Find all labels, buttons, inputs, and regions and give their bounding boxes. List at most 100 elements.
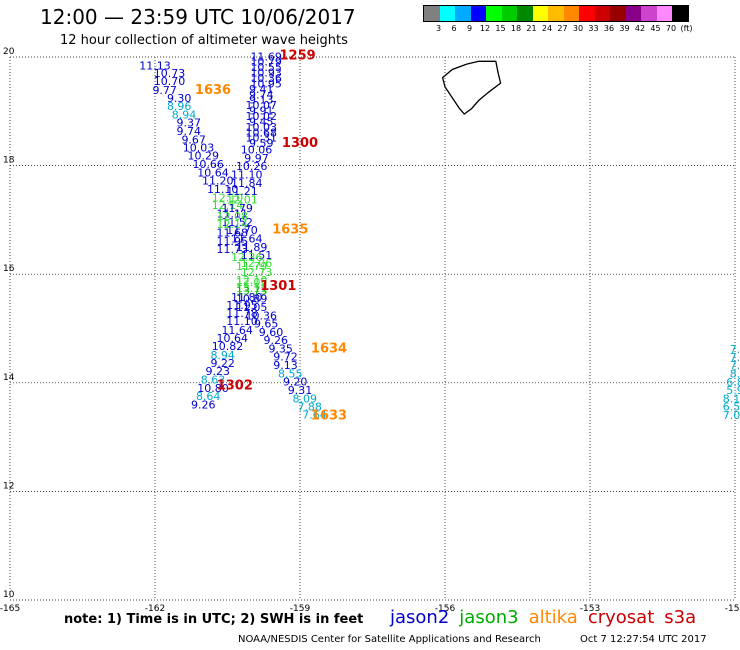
wave-height-value: 9.30 (167, 92, 192, 105)
wave-height-value: 10.95 (250, 77, 282, 90)
satellite-cryosat: cryosat (587, 607, 655, 628)
wave-height-value: 9.74 (249, 88, 274, 101)
time-labels: 1259 1636 1300 1635 1301 1634 1302 1633 (195, 49, 347, 424)
wave-height-value: 11.84 (231, 177, 263, 190)
wave-height-value: 12.06 (241, 257, 273, 270)
wave-height-value: 11.80 (231, 291, 263, 304)
pass-time-label: 1259 (280, 49, 316, 64)
wave-height-value: 13.11 (236, 282, 268, 295)
wave-height-value: 12.14 (212, 199, 244, 212)
footer-timestamp: Oct 7 12:27:54 UTC 2017 (580, 634, 707, 645)
legend-swatch (486, 6, 502, 21)
wave-height-value: 9.22 (210, 357, 235, 370)
wave-height-value: 9.60 (259, 326, 284, 339)
wave-height-value: 10.80 (197, 382, 229, 395)
satellite-legend: jason2 jason3 altika cryosat s3a (390, 607, 706, 628)
wave-height-value: 9.91 (249, 105, 274, 118)
wave-height-value: 6.8 (726, 376, 740, 389)
legend-label: 21 (526, 24, 537, 33)
legend-swatch (501, 6, 517, 21)
wave-height-value: 7. (730, 359, 740, 372)
wave-height-value: 9.31 (288, 384, 313, 397)
legend-swatch (656, 6, 672, 21)
wave-height-value: 9.26 (264, 334, 289, 347)
wave-height-value: 11.78 (226, 307, 258, 320)
legend-swatch (579, 6, 595, 21)
legend-label: 33 (588, 24, 599, 33)
pass-time-label: 1302 (217, 378, 253, 393)
wave-height-value: 10.03 (246, 121, 278, 134)
wave-height-value: 9.35 (268, 342, 293, 355)
pass-time-label: 1633 (311, 409, 347, 424)
wave-height-value: 10.06 (241, 144, 273, 157)
wave-height-value: 6.59 (723, 401, 740, 414)
wave-height-value: 8. (730, 367, 740, 380)
wave-height-value: 11.70 (226, 224, 258, 237)
footer-credit: NOAA/NESDIS Center for Satellite Applica… (238, 634, 541, 645)
satellite-s3a: s3a (664, 607, 697, 628)
wave-height-value: 11.95 (217, 235, 249, 248)
legend-swatch (470, 6, 486, 21)
wave-height-value: 10.68 (246, 126, 278, 139)
wave-height-value: 7.07 (723, 409, 740, 422)
wave-height-value: 12.05 (236, 276, 268, 289)
wave-height-value: 12.08 (217, 210, 249, 223)
wave-height-value: 10.31 (246, 132, 278, 145)
wave-height-value: 10.64 (197, 167, 229, 180)
wave-height-value: 10.79 (250, 56, 282, 69)
wave-height-value: 9.74 (177, 125, 202, 138)
legend-label: 39 (619, 24, 630, 33)
wave-height-value: 8.64 (196, 390, 221, 403)
wave-height-value: 10.55 (250, 61, 282, 74)
wave-height-value: 9.65 (254, 317, 279, 330)
wave-height-value: 10.36 (250, 72, 282, 85)
legend-label: (ft) (680, 24, 693, 33)
wave-height-value: 9.59 (249, 137, 274, 150)
wave-height-value: 10.29 (188, 150, 220, 163)
observation-values: 11.1310.7310.709.779.308.968.949.379.749… (139, 50, 740, 422)
legend-label: 36 (603, 24, 615, 33)
wave-height-value: 10.07 (246, 99, 278, 112)
wave-height-value: 12.36 (231, 251, 263, 264)
pass-time-label: 1635 (272, 223, 308, 238)
legend-label: 27 (557, 24, 568, 33)
legend-swatch (532, 6, 548, 21)
satellite-altika: altika (528, 607, 578, 628)
wave-height-value: 10.26 (236, 160, 268, 173)
wave-height-value: 11.05 (236, 301, 268, 314)
legend-swatch (563, 6, 579, 21)
color-legend: 3 6 9 12 15 18 21 24 27 30 33 36 39 42 45 70 (ft) (423, 5, 693, 38)
wave-height-value: 8.18 (723, 392, 740, 405)
y-tick-label: 16 (3, 264, 15, 274)
wave-height-value: 9.23 (206, 365, 231, 378)
y-tick-label: 10 (3, 590, 15, 600)
legend-swatch (594, 6, 610, 21)
x-tick-label: -153 (580, 604, 600, 614)
wave-height-value: 9.72 (273, 351, 298, 364)
legend-swatch (517, 6, 533, 21)
wave-height-value: 11.79 (221, 202, 253, 215)
legend-label: 30 (572, 24, 584, 33)
legend-label: 70 (665, 24, 677, 33)
legend-label: 42 (634, 24, 646, 33)
wave-height-value: 10.82 (212, 340, 244, 353)
wave-height-value: 9.13 (273, 359, 298, 372)
wave-height-value: 11.10 (226, 315, 258, 328)
wave-height-value: 9.20 (283, 376, 308, 389)
x-tick-label: -159 (290, 604, 311, 614)
wave-height-value: 12.01 (226, 194, 258, 207)
wave-height-value: 11.68 (217, 227, 249, 240)
wave-height-value: 10.36 (246, 309, 278, 322)
legend-swatches (423, 5, 689, 22)
legend-label: 24 (541, 24, 553, 33)
y-tick-label: 18 (3, 156, 15, 166)
legend-swatch (625, 6, 641, 21)
map-subtitle: 12 hour collection of altimeter wave hei… (60, 33, 348, 48)
legend-label: 15 (495, 24, 506, 33)
wave-height-value: 9.67 (181, 133, 206, 146)
x-tick-label: -156 (435, 604, 456, 614)
wave-height-value: 9.26 (191, 398, 216, 411)
y-tick-label: 14 (3, 373, 15, 383)
wave-height-value: 11.79 (236, 260, 268, 273)
